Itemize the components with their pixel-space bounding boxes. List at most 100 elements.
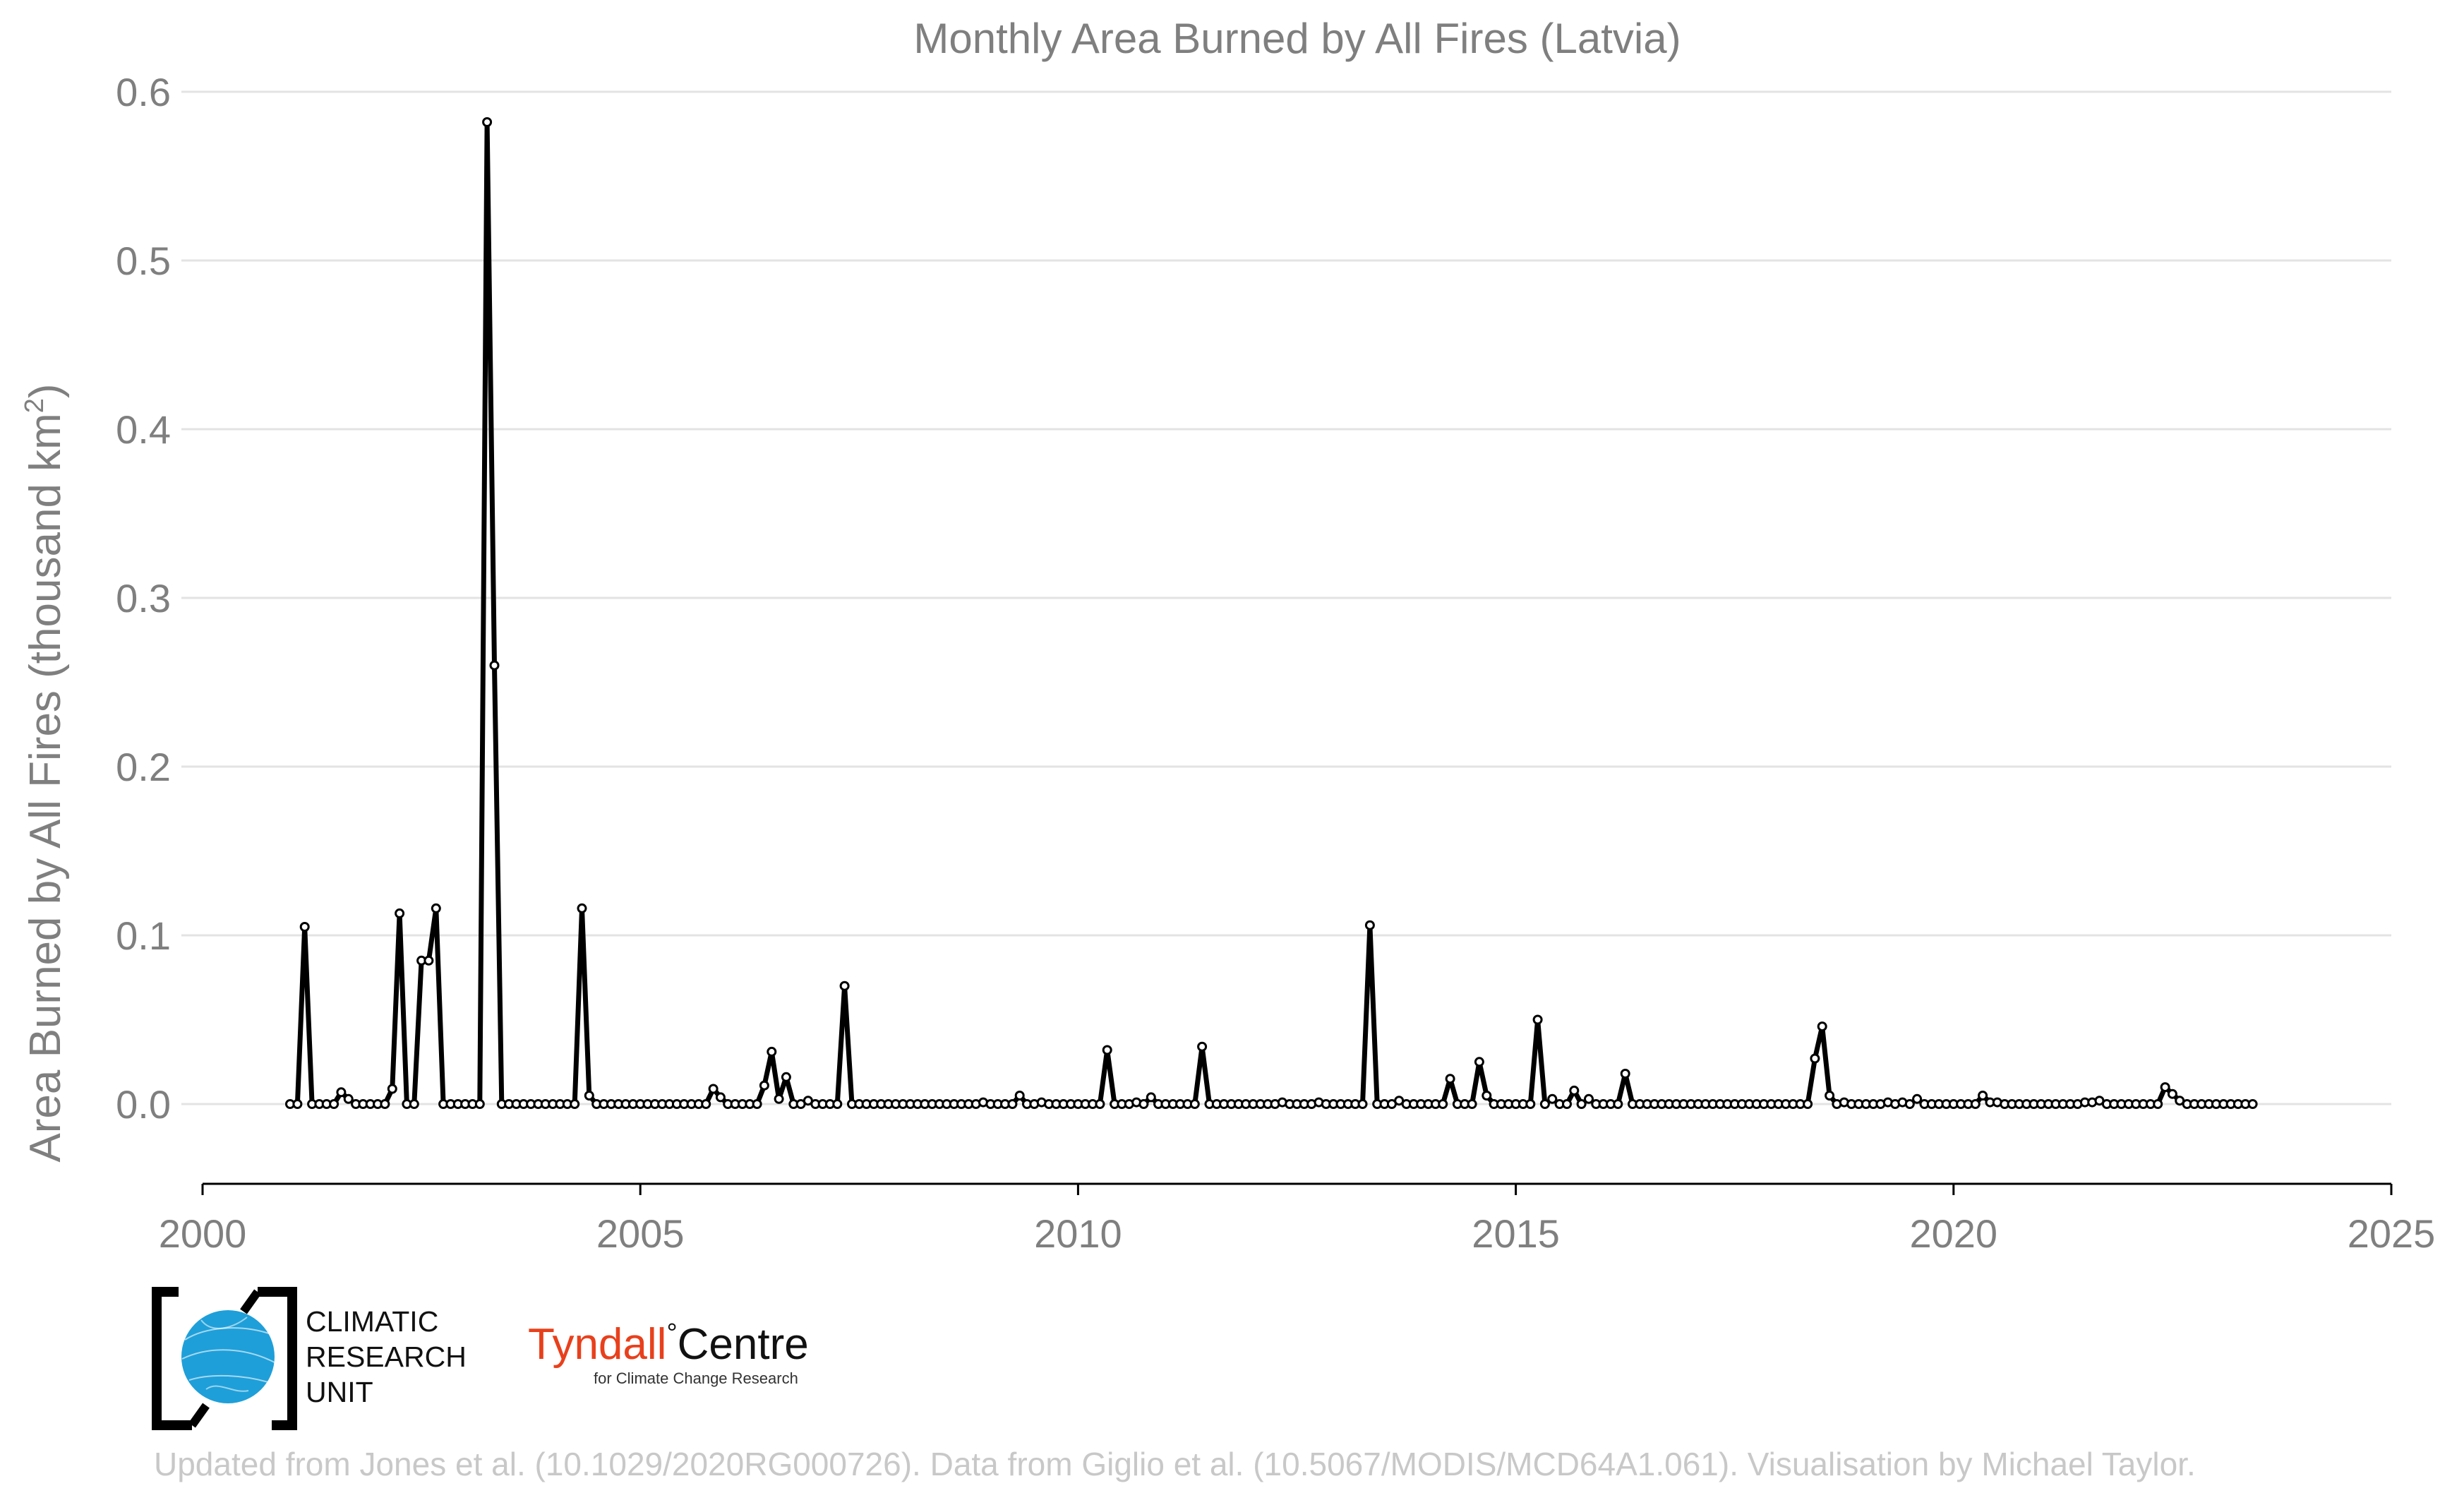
y-tick-label: 0.0 xyxy=(116,1082,171,1127)
data-point xyxy=(2247,1099,2258,1109)
data-point xyxy=(1146,1092,1156,1103)
tyndall-logo-subtitle: for Climate Change Research xyxy=(594,1369,798,1387)
data-point xyxy=(1562,1099,1572,1109)
data-point xyxy=(2153,1099,2163,1109)
data-point xyxy=(1438,1099,1448,1109)
data-point xyxy=(1613,1099,1623,1109)
data-point xyxy=(1445,1074,1455,1084)
chart-title: Monthly Area Burned by All Fires (Latvia… xyxy=(913,15,1681,62)
data-point xyxy=(1803,1099,1813,1109)
cru-logo-left-bracket xyxy=(152,1287,192,1430)
data-credit: Updated from Jones et al. (10.1029/2020R… xyxy=(154,1446,2196,1482)
data-point xyxy=(1576,1099,1587,1109)
x-tick-label: 2015 xyxy=(1472,1211,1560,1256)
data-point xyxy=(1014,1091,1025,1101)
data-point xyxy=(570,1099,580,1109)
data-point xyxy=(2160,1082,2170,1093)
data-point xyxy=(1970,1099,1981,1109)
y-tick-label: 0.6 xyxy=(116,70,171,114)
x-tick-label: 2010 xyxy=(1034,1211,1122,1256)
data-point xyxy=(423,955,434,966)
data-point xyxy=(299,922,310,932)
data-point xyxy=(2167,1089,2177,1099)
data-point xyxy=(1912,1093,1923,1104)
data-point xyxy=(482,117,493,127)
y-tick-label: 0.1 xyxy=(116,913,171,958)
cru-logo-right-bracket xyxy=(258,1287,297,1430)
cru-logo-line-1: CLIMATIC xyxy=(306,1305,438,1338)
data-point xyxy=(387,1084,397,1094)
tyndall-logo-centre: Centre xyxy=(678,1320,809,1369)
series-area-burned xyxy=(285,117,2258,1109)
tyndall-logo: Tyndall°Centre for Climate Change Resear… xyxy=(528,1319,809,1387)
tyndall-logo-name: Tyndall xyxy=(528,1320,666,1369)
data-point xyxy=(1817,1021,1827,1032)
data-point xyxy=(489,660,500,671)
y-tick-label: 0.5 xyxy=(116,239,171,283)
data-point xyxy=(767,1046,777,1057)
data-point xyxy=(832,1099,843,1109)
data-point xyxy=(329,1099,339,1109)
series-points xyxy=(285,117,2258,1109)
data-point xyxy=(343,1093,354,1104)
data-point xyxy=(1102,1045,1112,1055)
cru-logo-line-3: UNIT xyxy=(306,1376,373,1408)
y-tick-label: 0.4 xyxy=(116,407,171,452)
cru-logo: CLIMATIC RESEARCH UNIT xyxy=(152,1287,467,1430)
x-axis: 2000 2005 2010 2015 2020 2025 xyxy=(159,1182,2436,1256)
globe-icon xyxy=(181,1310,275,1403)
data-point xyxy=(1904,1099,1915,1109)
data-point xyxy=(1532,1014,1543,1025)
tyndall-logo-degree: ° xyxy=(666,1319,677,1348)
y-axis-label-superscript: 2 xyxy=(20,398,49,413)
data-point xyxy=(1525,1099,1536,1109)
x-tick-label: 2000 xyxy=(159,1211,247,1256)
data-point xyxy=(1357,1099,1368,1109)
data-point xyxy=(708,1084,719,1094)
data-point xyxy=(759,1080,769,1091)
data-point xyxy=(1197,1041,1208,1052)
y-axis-label-main: Area Burned by All Fires (thousand km xyxy=(21,413,70,1162)
data-point xyxy=(1364,920,1375,930)
data-point xyxy=(1474,1057,1484,1067)
data-point xyxy=(409,1099,419,1109)
y-axis-label: Area Burned by All Fires (thousand km2) xyxy=(20,383,70,1162)
data-point xyxy=(1810,1053,1820,1064)
data-point xyxy=(431,903,441,913)
grid-lines xyxy=(203,90,2391,1105)
data-point xyxy=(1467,1099,1477,1109)
cru-logo-line-2: RESEARCH xyxy=(306,1341,467,1373)
data-point xyxy=(395,908,405,918)
x-tick-label: 2020 xyxy=(1910,1211,1998,1256)
data-point xyxy=(1482,1091,1492,1101)
data-point xyxy=(1539,1099,1550,1109)
data-point xyxy=(292,1099,303,1109)
data-point xyxy=(1825,1091,1835,1101)
data-point xyxy=(1978,1091,1988,1101)
data-point xyxy=(584,1091,594,1101)
y-tick-label: 0.2 xyxy=(116,745,171,789)
tyndall-logo-wordmark: Tyndall°Centre xyxy=(528,1319,809,1369)
data-point xyxy=(380,1099,390,1109)
data-point xyxy=(781,1072,791,1082)
series-line xyxy=(290,119,2253,1107)
x-tick-label: 2025 xyxy=(2348,1211,2436,1256)
data-point xyxy=(701,1099,711,1109)
data-point xyxy=(715,1092,726,1103)
data-point xyxy=(1007,1099,1018,1109)
data-point xyxy=(1584,1093,1594,1104)
data-point xyxy=(1547,1093,1558,1104)
data-point xyxy=(577,903,587,913)
y-axis-ticks: 0.0 0.1 0.2 0.3 0.4 0.5 0.6 xyxy=(116,70,203,1127)
data-point xyxy=(1620,1069,1630,1079)
data-point xyxy=(752,1099,762,1109)
data-point xyxy=(474,1099,485,1109)
x-tick-label: 2005 xyxy=(596,1211,685,1256)
data-point xyxy=(1189,1099,1200,1109)
data-point xyxy=(1569,1085,1580,1096)
data-point xyxy=(774,1093,784,1104)
cru-logo-top-slash xyxy=(240,1289,261,1314)
cru-logo-bottom-slash xyxy=(188,1403,210,1428)
data-point xyxy=(1138,1099,1149,1109)
